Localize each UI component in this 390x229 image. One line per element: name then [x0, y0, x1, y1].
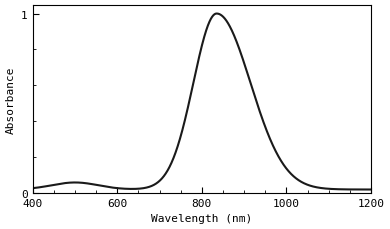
Y-axis label: Absorbance: Absorbance [5, 66, 16, 133]
X-axis label: Wavelength (nm): Wavelength (nm) [151, 213, 252, 224]
